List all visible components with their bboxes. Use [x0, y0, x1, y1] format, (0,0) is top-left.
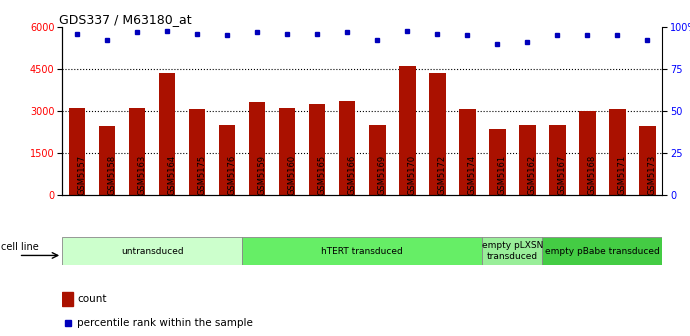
- Text: GSM5157: GSM5157: [77, 155, 86, 195]
- Text: GSM5170: GSM5170: [407, 155, 416, 195]
- Text: GDS337 / M63180_at: GDS337 / M63180_at: [59, 13, 192, 26]
- Text: GSM5174: GSM5174: [467, 155, 476, 195]
- Bar: [219, 125, 235, 195]
- Text: GSM5167: GSM5167: [558, 155, 566, 195]
- Bar: [129, 108, 146, 195]
- Bar: [99, 126, 115, 195]
- Text: GSM5171: GSM5171: [618, 155, 627, 195]
- Text: GSM5172: GSM5172: [437, 155, 446, 195]
- Bar: [369, 125, 386, 195]
- Text: empty pLXSN
transduced: empty pLXSN transduced: [482, 242, 543, 261]
- Bar: [519, 125, 535, 195]
- Text: cell line: cell line: [1, 242, 39, 252]
- FancyBboxPatch shape: [242, 237, 482, 265]
- Bar: [249, 102, 266, 195]
- Text: GSM5166: GSM5166: [347, 155, 356, 195]
- Text: GSM5160: GSM5160: [287, 155, 296, 195]
- Bar: [399, 66, 415, 195]
- Text: GSM5176: GSM5176: [227, 155, 236, 195]
- Text: GSM5161: GSM5161: [497, 155, 506, 195]
- Bar: [279, 108, 295, 195]
- Bar: [549, 125, 566, 195]
- Text: GSM5168: GSM5168: [587, 155, 596, 195]
- Bar: [339, 101, 355, 195]
- Bar: [159, 73, 175, 195]
- Text: GSM5169: GSM5169: [377, 155, 386, 195]
- FancyBboxPatch shape: [482, 237, 542, 265]
- Text: count: count: [77, 294, 107, 304]
- Text: GSM5163: GSM5163: [137, 155, 146, 195]
- Text: GSM5173: GSM5173: [647, 155, 656, 195]
- Text: GSM5175: GSM5175: [197, 155, 206, 195]
- Text: GSM5159: GSM5159: [257, 155, 266, 195]
- FancyBboxPatch shape: [542, 237, 662, 265]
- Bar: [189, 110, 206, 195]
- Bar: [69, 108, 86, 195]
- Text: GSM5158: GSM5158: [107, 155, 116, 195]
- Bar: [309, 104, 326, 195]
- Text: untransduced: untransduced: [121, 247, 184, 256]
- Text: percentile rank within the sample: percentile rank within the sample: [77, 318, 253, 328]
- Text: GSM5165: GSM5165: [317, 155, 326, 195]
- Bar: [62, 292, 73, 306]
- FancyBboxPatch shape: [62, 237, 242, 265]
- Bar: [429, 73, 446, 195]
- Text: GSM5164: GSM5164: [167, 155, 176, 195]
- Bar: [459, 110, 475, 195]
- Text: empty pBabe transduced: empty pBabe transduced: [545, 247, 660, 256]
- Bar: [609, 110, 626, 195]
- Text: GSM5162: GSM5162: [527, 155, 536, 195]
- Bar: [489, 129, 506, 195]
- Text: hTERT transduced: hTERT transduced: [322, 247, 403, 256]
- Bar: [579, 111, 595, 195]
- Bar: [639, 126, 656, 195]
